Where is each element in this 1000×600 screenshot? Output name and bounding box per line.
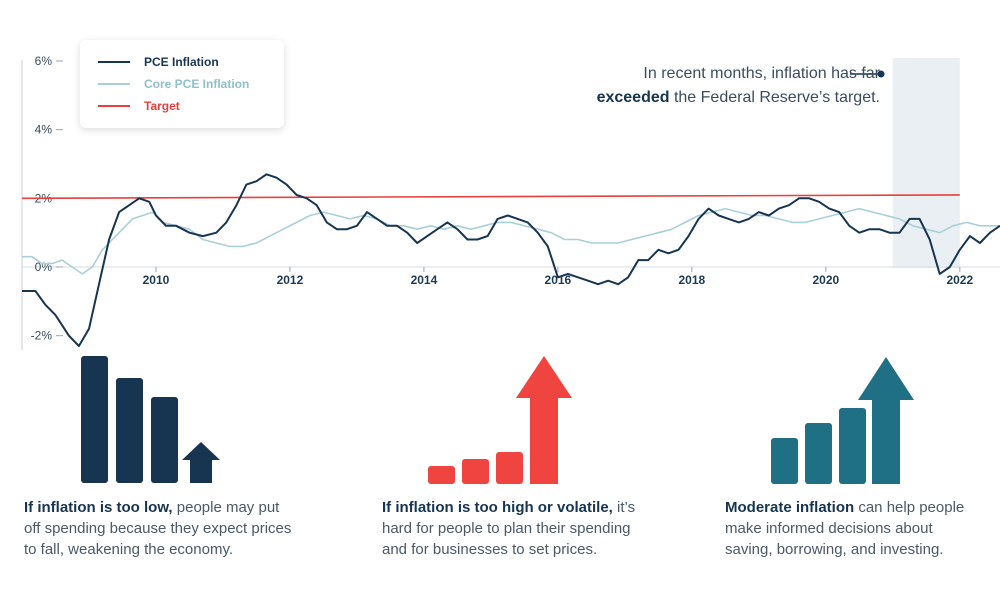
legend-item-target: Target [98, 97, 180, 115]
legend-label-pce: PCE Inflation [144, 55, 219, 69]
icon-bar [428, 466, 455, 484]
legend-item-pce: PCE Inflation [98, 53, 219, 71]
y-tick-label: -2% [31, 329, 53, 343]
x-tick-label: 2016 [545, 273, 572, 287]
icon-bar [116, 378, 143, 483]
icon-bar [462, 459, 489, 484]
y-tick-label: 0% [35, 260, 53, 274]
icon-bar [496, 452, 523, 484]
infobox-moderate-text: can help people make informed decisions … [725, 499, 965, 558]
y-tick-label: 6% [35, 54, 53, 68]
legend-swatch-core-pce [98, 83, 130, 85]
recent-months-highlight [892, 58, 960, 268]
infobox-too-high-bold: If inflation is too high or volatile, [382, 499, 613, 516]
x-tick-label: 2010 [143, 273, 170, 287]
infobox-too-low-text: people may put off spending because they… [24, 499, 292, 558]
x-tick-label: 2012 [277, 273, 304, 287]
x-tick-label: 2022 [946, 273, 973, 287]
annotation-rest: the Federal Reserve’s target. [669, 89, 880, 106]
infobox-moderate-bold: Moderate inflation [725, 499, 855, 516]
arrow-shape [858, 357, 914, 484]
annotation-line-2: exceeded the Federal Reserve’s target. [560, 86, 880, 110]
y-tick-label: 4% [35, 123, 53, 137]
icon-bar [81, 356, 108, 483]
legend-label-target: Target [144, 99, 180, 113]
x-axis-ticks: 2010 2012 2014 2016 2018 2020 2022 [143, 267, 973, 287]
annotation-dot [877, 70, 885, 78]
descending-bars-icon [81, 356, 220, 483]
series-core-pce-line [22, 207, 1000, 275]
x-tick-label: 2020 [812, 273, 839, 287]
icon-bar [151, 397, 178, 483]
infobox-too-high-text: it’s hard for people to plan their spend… [382, 499, 636, 558]
steady-growth-icon [771, 357, 914, 484]
legend-swatch-target [98, 105, 130, 107]
x-tick-label: 2014 [411, 273, 438, 287]
series-layer [21, 173, 1000, 347]
series-pce-line [22, 173, 1000, 347]
chart-annotation: In recent months, inflation has far exce… [560, 62, 880, 110]
infobox-too-high: If inflation is too high or volatile, it… [382, 497, 654, 560]
icon-bar [771, 438, 798, 484]
x-tick-label: 2018 [679, 273, 706, 287]
infobox-moderate: Moderate inflation can help people make … [725, 497, 983, 560]
annotation-line-1: In recent months, inflation has far [643, 65, 880, 82]
arrow-shape [516, 356, 572, 484]
legend-swatch-pce [98, 61, 130, 63]
rising-arrow-icon [428, 356, 572, 484]
icon-bar [805, 423, 832, 484]
icon-bar [839, 408, 866, 484]
infobox-too-low: If inflation is too low, people may put … [24, 497, 299, 560]
chart-legend: PCE Inflation Core PCE Inflation Target [80, 40, 284, 128]
legend-item-core-pce: Core PCE Inflation [98, 75, 249, 93]
annotation-bold: exceeded [596, 89, 670, 106]
infobox-too-low-bold: If inflation is too low, [24, 499, 173, 516]
small-arrow-shape [182, 442, 220, 483]
legend-label-core-pce: Core PCE Inflation [144, 77, 250, 91]
series-target-line [21, 194, 960, 200]
